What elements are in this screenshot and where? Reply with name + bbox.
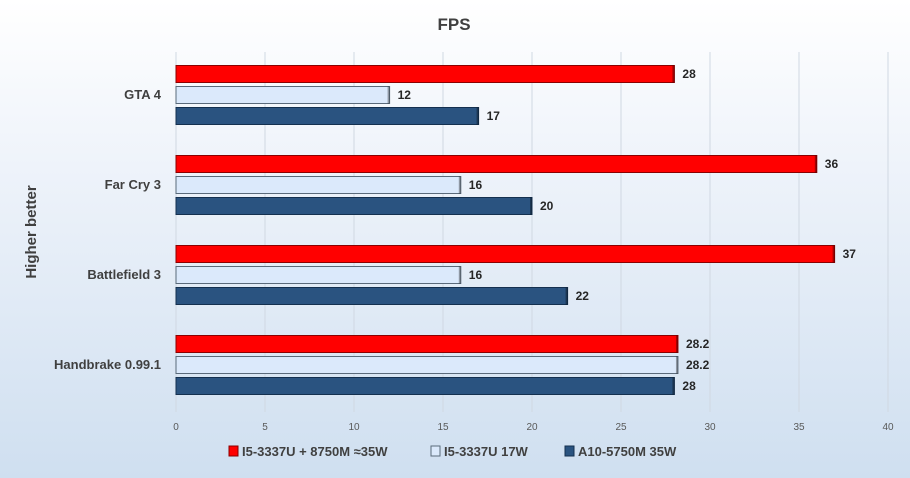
legend: I5-3337U + 8750M ≈35W I5-3337U 17W A10-575…	[228, 444, 677, 459]
bars: 28 12 17 36 16 20 37 16 22 28.2 28.2 28	[175, 65, 857, 395]
bar	[175, 245, 836, 263]
bar-edge	[565, 287, 568, 305]
data-label: 22	[576, 289, 590, 303]
category-label: Battlefield 3	[87, 267, 161, 282]
bar-edge	[675, 356, 678, 374]
category-label: Handbrake 0.99.1	[54, 357, 161, 372]
data-label: 12	[398, 88, 412, 102]
bar-edge	[458, 266, 461, 284]
data-label: 20	[540, 199, 554, 213]
x-tick-label: 40	[882, 422, 894, 433]
bar-edge	[672, 65, 675, 83]
category-label: GTA 4	[124, 87, 162, 102]
bar-edge	[675, 335, 678, 353]
bar-edge	[672, 377, 675, 395]
legend-swatch	[430, 445, 441, 457]
bar-edge	[814, 155, 817, 173]
legend-label: A10-5750M 35W	[578, 444, 677, 459]
legend-label: I5-3337U 17W	[444, 444, 529, 459]
bar	[175, 155, 818, 173]
bar	[175, 266, 462, 284]
data-label: 36	[825, 157, 839, 171]
x-tick-label: 25	[615, 422, 627, 433]
data-label: 17	[487, 109, 501, 123]
x-tick-label: 15	[437, 422, 449, 433]
x-tick-label: 0	[173, 422, 179, 433]
bar	[175, 287, 569, 305]
data-label: 28	[682, 379, 696, 393]
bar-edge	[458, 176, 461, 194]
bar	[175, 197, 533, 215]
x-tick-labels: 0 5 10 15 20 25 30 35 40	[173, 422, 894, 433]
bar	[175, 377, 675, 395]
x-tick-label: 10	[348, 422, 360, 433]
bar	[175, 176, 462, 194]
category-labels: GTA 4 Far Cry 3 Battlefield 3 Handbrake 0.9…	[54, 87, 162, 372]
legend-label: I5-3337U + 8750M ≈35W	[242, 444, 388, 459]
bar	[175, 86, 391, 104]
bar-edge	[832, 245, 835, 263]
data-label: 37	[843, 247, 857, 261]
data-label: 16	[469, 178, 483, 192]
bar-edge	[530, 197, 532, 215]
x-tick-label: 5	[262, 422, 268, 433]
bar	[175, 335, 679, 353]
category-label: Far Cry 3	[105, 177, 161, 192]
data-label: 28.2	[686, 337, 710, 351]
bar	[175, 356, 679, 374]
chart-title: FPS	[437, 15, 470, 34]
legend-swatch	[564, 445, 575, 457]
bar-edge	[476, 107, 479, 125]
x-tick-label: 35	[793, 422, 805, 433]
x-tick-label: 20	[526, 422, 538, 433]
bar	[175, 65, 675, 83]
legend-swatch	[228, 445, 239, 457]
y-axis-label: Higher better	[23, 185, 40, 279]
data-label: 28.2	[686, 358, 710, 372]
bar-edge	[387, 86, 390, 104]
x-tick-label: 30	[704, 422, 716, 433]
data-label: 28	[682, 67, 696, 81]
bar	[175, 107, 480, 125]
data-label: 16	[469, 268, 483, 282]
